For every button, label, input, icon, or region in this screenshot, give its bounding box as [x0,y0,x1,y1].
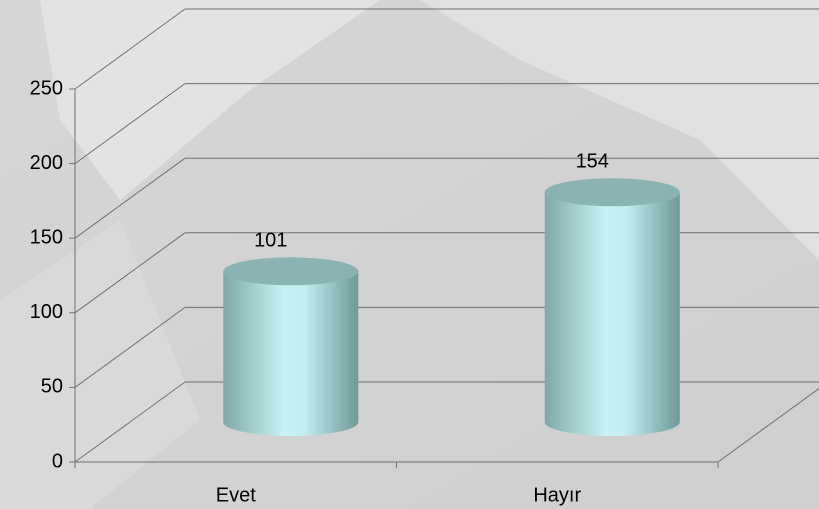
data-label: 154 [576,151,609,173]
grid-line [74,157,186,239]
bar [223,257,359,436]
bar [544,178,680,436]
background-shape [0,220,200,509]
y-tick-label: 100 [30,301,63,323]
bar-body [544,192,680,436]
bar-top [223,257,359,286]
grid-line [74,306,186,388]
y-tick-label: 150 [30,226,63,248]
y-tick-label: 250 [30,77,63,99]
grid-line [74,8,186,90]
plot-area: 0 50 100 150 200 250 Evet 101 Hayır 154 [30,8,819,506]
data-label: 101 [254,230,287,252]
x-tick-label: Evet [216,484,256,506]
grid-line [74,232,186,314]
floor-edge [717,387,819,463]
y-tick-label: 200 [30,152,63,174]
bar-top [544,178,680,207]
grid-line [74,83,186,165]
bar-body [223,271,359,436]
background-shape [40,0,380,200]
y-tick-label: 0 [52,450,63,472]
background-shape [420,0,819,260]
grid-line [74,381,186,463]
x-tick-label: Hayır [533,484,581,506]
y-tick-label: 50 [41,376,63,398]
